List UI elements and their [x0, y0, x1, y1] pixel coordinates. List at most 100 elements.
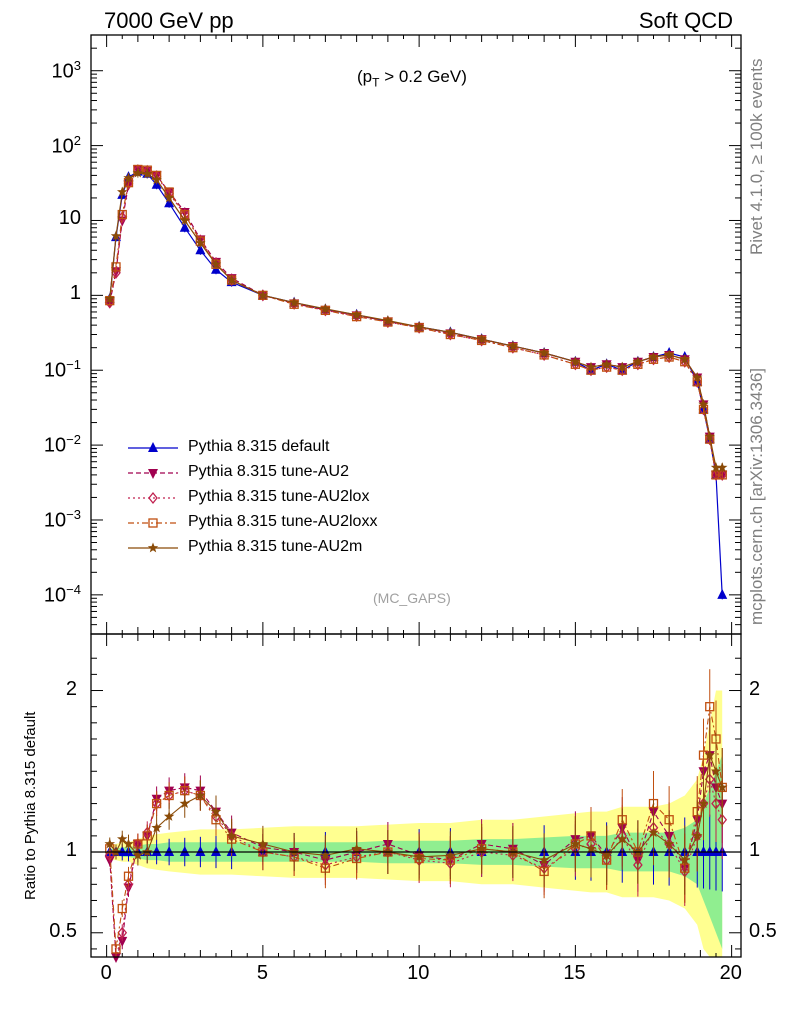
- ratio-point: [257, 838, 269, 849]
- y-tick-label: 10−1: [43, 357, 81, 382]
- ratio-point: [111, 944, 121, 954]
- legend-marker: [148, 469, 158, 479]
- ratio-point: [413, 851, 425, 862]
- ratio-point: [351, 843, 362, 854]
- ratio-point: [123, 878, 134, 891]
- ratio-point: [320, 849, 331, 860]
- ratio-point: [570, 838, 581, 849]
- legend-marker: [147, 542, 159, 553]
- ratio-point: [704, 749, 715, 760]
- data-point: [179, 221, 190, 232]
- data-point: [104, 293, 115, 304]
- energy-label: 7000 GeV pp: [104, 8, 234, 33]
- ratio-point: [710, 765, 722, 776]
- ratio-point: [617, 833, 628, 844]
- data-point: [382, 315, 394, 326]
- series-line-main: [109, 169, 723, 476]
- ratio-point: [698, 798, 709, 808]
- ratio-point: [111, 953, 121, 963]
- cut-label-sub: T: [372, 75, 380, 90]
- data-point: [320, 303, 331, 314]
- ratio-tick-label: 0.5: [49, 919, 77, 942]
- data-point: [226, 274, 237, 285]
- legend-entry: Pythia 8.315 tune-AU2m: [188, 538, 363, 555]
- data-point: [163, 192, 175, 203]
- data-point: [117, 209, 127, 220]
- ratio-point: [151, 798, 162, 809]
- series-line-ratio: [109, 753, 723, 958]
- ratio-uncertainty-bands: [109, 690, 723, 957]
- data-point: [717, 462, 728, 473]
- ratio-tick-label: 0.5: [749, 919, 777, 942]
- data-point: [351, 309, 362, 320]
- ratio-point: [117, 926, 128, 939]
- ratio-point: [538, 854, 550, 865]
- ratio-point: [123, 838, 134, 849]
- ratio-point: [692, 830, 703, 841]
- ratio-point: [601, 849, 612, 860]
- legend-marker: [148, 491, 158, 505]
- data-point: [632, 356, 644, 367]
- ratio-point: [226, 830, 237, 841]
- ratio-point: [648, 827, 659, 838]
- data-point: [717, 588, 728, 599]
- data-point: [704, 431, 715, 441]
- ratio-point: [164, 846, 175, 857]
- ratio-point: [211, 846, 221, 857]
- data-point: [601, 361, 612, 374]
- data-point: [413, 321, 425, 332]
- data-point: [601, 358, 612, 369]
- data-point: [507, 340, 519, 351]
- ratio-point: [195, 846, 206, 857]
- y-tick-label: 10−2: [43, 432, 81, 457]
- y-tick-label: 103: [51, 57, 81, 83]
- series-line-main: [109, 172, 723, 469]
- ratio-point: [164, 790, 174, 801]
- data-point: [585, 361, 597, 372]
- data-point: [698, 398, 709, 409]
- data-point: [710, 462, 722, 473]
- ratio-point: [163, 811, 175, 821]
- data-point: [679, 353, 690, 364]
- y-tick-label: 102: [51, 132, 81, 158]
- ratio-point: [717, 781, 728, 792]
- ratio-tick-label: 1: [65, 839, 77, 862]
- series-line-main: [109, 170, 723, 595]
- data-point: [476, 333, 487, 344]
- ratio-tick-label: 2: [65, 677, 77, 700]
- ratio-point: [142, 831, 152, 841]
- ratio-point: [585, 843, 597, 854]
- data-point: [617, 361, 628, 372]
- process-label: Soft QCD: [638, 8, 733, 33]
- data-point: [617, 364, 628, 377]
- legend-entry: Pythia 8.315 tune-AU2lox: [188, 488, 370, 505]
- y-tick-label: 1: [69, 282, 81, 305]
- ratio-point: [476, 843, 487, 854]
- data-point: [104, 296, 115, 309]
- ratio-frame: [90, 633, 742, 958]
- data-point: [117, 186, 128, 197]
- data-point: [195, 244, 206, 255]
- ratio-point: [179, 798, 190, 808]
- ratio-point: [179, 846, 190, 857]
- ratio-point: [705, 702, 715, 712]
- data-point: [210, 258, 222, 269]
- ratio-point: [151, 846, 162, 857]
- ratio-ylabel: Ratio to Pythia 8.315 default: [22, 711, 39, 900]
- ratio-point: [132, 849, 144, 860]
- ratio-band-yellow: [109, 690, 723, 957]
- data-point: [111, 262, 121, 272]
- data-point: [195, 237, 206, 248]
- analysis-label: (MC_GAPS): [373, 590, 451, 606]
- x-tick-label: 0: [100, 962, 112, 984]
- data-point: [704, 433, 715, 446]
- ratio-tick-label: 1: [749, 839, 761, 862]
- rivet-label: Rivet 4.1.0, ≥ 100k events: [747, 58, 766, 255]
- data-point: [288, 297, 300, 308]
- data-point: [132, 167, 144, 178]
- x-tick-label: 10: [407, 962, 430, 984]
- ratio-point: [104, 849, 115, 862]
- cut-label-rest: > 0.2 GeV): [379, 67, 467, 86]
- legend-marker: [148, 442, 158, 452]
- axis-ticks: [91, 34, 741, 957]
